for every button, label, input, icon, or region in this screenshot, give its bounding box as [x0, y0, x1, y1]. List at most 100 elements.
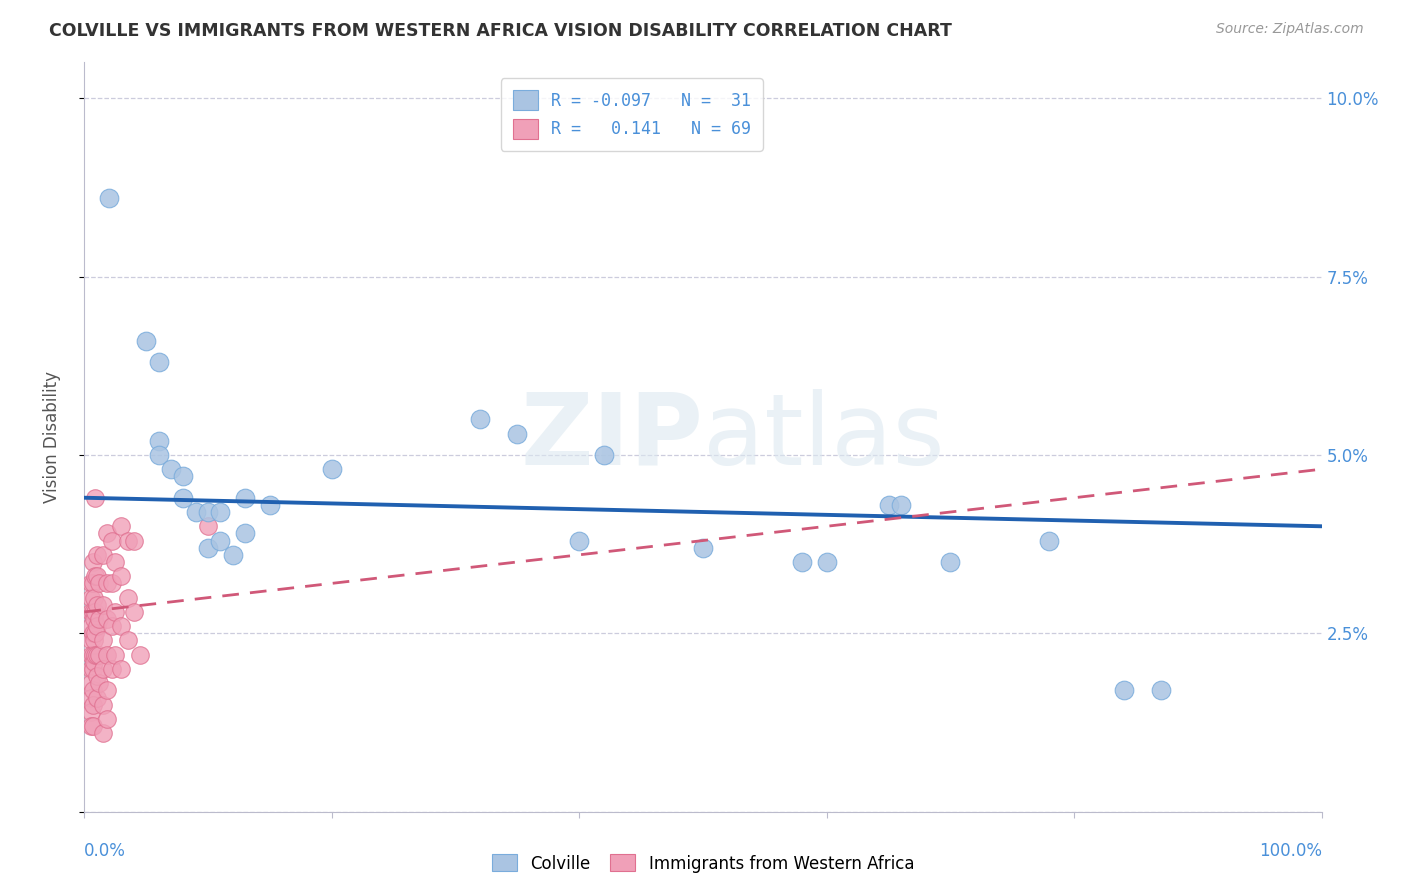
Point [877, 498, 900, 512]
Point [82, 698, 104, 712]
Point [197, 541, 219, 555]
Point [82, 719, 104, 733]
Point [197, 505, 219, 519]
Point [1150, 683, 1173, 698]
Point [104, 555, 127, 569]
Point [79, 676, 101, 690]
Point [79, 648, 101, 662]
Point [79, 605, 101, 619]
Point [160, 462, 183, 476]
Point [86, 648, 108, 662]
Point [104, 648, 127, 662]
Point [79, 719, 101, 733]
Point [104, 605, 127, 619]
Point [84, 569, 107, 583]
Point [84, 605, 107, 619]
Point [117, 533, 139, 548]
Legend: Colville, Immigrants from Western Africa: Colville, Immigrants from Western Africa [485, 847, 921, 880]
Point [815, 555, 838, 569]
Point [96, 683, 118, 698]
Point [148, 448, 170, 462]
Point [79, 633, 101, 648]
Point [321, 462, 343, 476]
Point [96, 712, 118, 726]
Point [82, 576, 104, 591]
Point [1112, 683, 1135, 698]
Point [91, 726, 114, 740]
Point [692, 541, 714, 555]
Point [89, 648, 111, 662]
Point [82, 662, 104, 676]
Point [86, 598, 108, 612]
Point [84, 626, 107, 640]
Point [100, 576, 122, 591]
Text: 0.0%: 0.0% [84, 842, 127, 860]
Point [96, 612, 118, 626]
Point [79, 662, 101, 676]
Point [172, 469, 194, 483]
Point [790, 555, 813, 569]
Point [197, 519, 219, 533]
Point [117, 591, 139, 605]
Point [259, 498, 281, 512]
Point [96, 576, 118, 591]
Point [96, 648, 118, 662]
Text: atlas: atlas [703, 389, 945, 485]
Point [86, 690, 108, 705]
Point [890, 498, 912, 512]
Point [172, 491, 194, 505]
Point [89, 612, 111, 626]
Point [110, 569, 132, 583]
Point [89, 576, 111, 591]
Point [96, 526, 118, 541]
Point [91, 633, 114, 648]
Point [110, 519, 132, 533]
Point [110, 619, 132, 633]
Point [91, 548, 114, 562]
Point [568, 533, 591, 548]
Point [129, 648, 152, 662]
Point [110, 662, 132, 676]
Point [91, 698, 114, 712]
Text: COLVILLE VS IMMIGRANTS FROM WESTERN AFRICA VISION DISABILITY CORRELATION CHART: COLVILLE VS IMMIGRANTS FROM WESTERN AFRI… [49, 22, 952, 40]
Legend: R = -0.097   N =  31, R =   0.141   N = 69: R = -0.097 N = 31, R = 0.141 N = 69 [501, 78, 762, 151]
Point [82, 683, 104, 698]
Text: ZIP: ZIP [520, 389, 703, 485]
Point [122, 605, 145, 619]
Point [91, 662, 114, 676]
Text: 100.0%: 100.0% [1258, 842, 1322, 860]
Point [148, 434, 170, 448]
Point [86, 569, 108, 583]
Point [82, 648, 104, 662]
Point [83, 633, 105, 648]
Point [222, 548, 245, 562]
Point [117, 633, 139, 648]
Point [82, 555, 104, 569]
Point [83, 655, 105, 669]
Point [98, 191, 121, 205]
Point [82, 626, 104, 640]
Point [100, 533, 122, 548]
Point [79, 591, 101, 605]
Point [184, 505, 207, 519]
Point [89, 676, 111, 690]
Point [82, 605, 104, 619]
Point [84, 648, 107, 662]
Point [122, 533, 145, 548]
Point [86, 548, 108, 562]
Point [91, 598, 114, 612]
Point [1038, 533, 1060, 548]
Point [83, 612, 105, 626]
Point [83, 591, 105, 605]
Point [233, 526, 256, 541]
Point [148, 355, 170, 369]
Point [506, 426, 529, 441]
Point [209, 533, 232, 548]
Point [86, 669, 108, 683]
Point [79, 619, 101, 633]
Point [100, 662, 122, 676]
Point [939, 555, 962, 569]
Point [79, 705, 101, 719]
Point [135, 334, 157, 348]
Point [470, 412, 492, 426]
